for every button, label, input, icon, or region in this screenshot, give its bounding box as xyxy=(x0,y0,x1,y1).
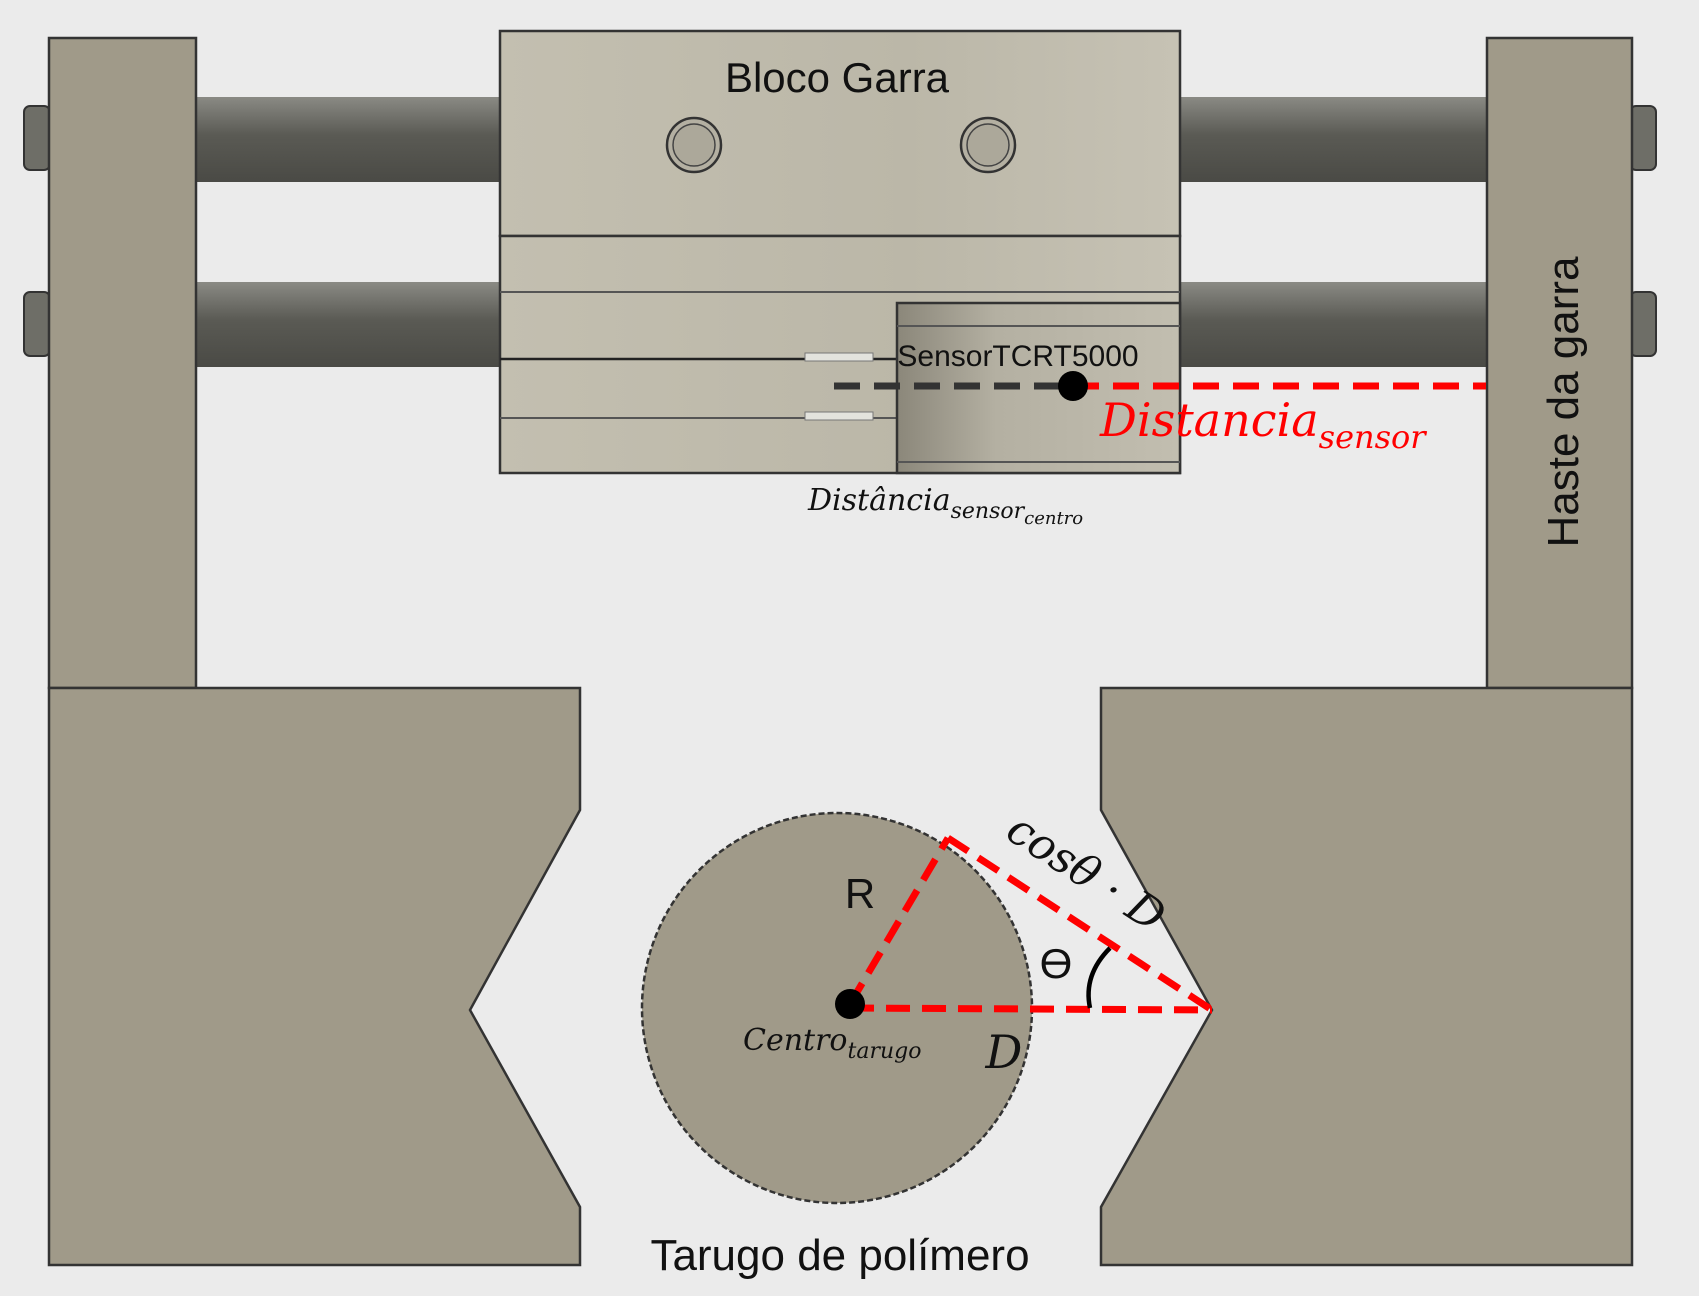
distancia-sensor-sub: sensor xyxy=(1319,418,1428,456)
theta-arc xyxy=(1086,946,1112,1009)
geometry-lines xyxy=(835,835,1214,1019)
block-upper xyxy=(498,29,1182,238)
right-jaw xyxy=(1099,686,1634,1267)
screw-hole-left-inner xyxy=(672,123,716,167)
left-column xyxy=(47,36,198,690)
slot-upper xyxy=(804,352,874,362)
rod-cap-top-right xyxy=(1629,105,1657,171)
rod-bottom-right xyxy=(1180,282,1488,367)
rod-bottom-left xyxy=(195,282,505,367)
centro-base: Centro xyxy=(743,1023,848,1058)
distancia-sensor-centro-label: Distânciasensorcentro xyxy=(807,483,1083,529)
d-dash xyxy=(849,1004,1213,1014)
rod-top-left xyxy=(195,97,505,182)
distancia-sensor-label: Distanciasensor xyxy=(1099,393,1427,456)
screw-hole-right-inner xyxy=(966,123,1010,167)
rod-top-right xyxy=(1180,97,1488,182)
distancia-centro-sub: sensor xyxy=(951,499,1026,524)
rod-cap-top-left xyxy=(23,105,51,171)
bloco-garra: Bloco Garra xyxy=(498,29,1182,475)
sensor-label: SensorTCRT5000 xyxy=(897,340,1138,373)
tarugo-label: Tarugo de polímero xyxy=(650,1231,1029,1280)
distancia-centro-base: Distância xyxy=(807,483,951,518)
rod-cap-bottom-right xyxy=(1629,291,1657,357)
radius-dash xyxy=(846,836,952,1006)
centro-point xyxy=(835,989,865,1019)
slot-lower xyxy=(804,411,874,421)
centro-tarugo-label: Centrotarugo xyxy=(743,1023,921,1064)
haste-label: Haste da garra xyxy=(1539,256,1588,548)
left-jaw xyxy=(47,686,582,1267)
distancia-sensor-base: Distancia xyxy=(1099,393,1319,447)
distancia-centro-subsub: centro xyxy=(1024,508,1083,529)
cos-theta-dash xyxy=(946,835,1214,1013)
rod-cap-bottom-left xyxy=(23,291,51,357)
theta-label: ϴ xyxy=(1040,940,1073,987)
right-column xyxy=(1485,36,1634,690)
sensor-point xyxy=(1058,371,1088,401)
d-label: D xyxy=(985,1025,1023,1079)
centro-sub: tarugo xyxy=(848,1039,922,1064)
bloco-garra-label: Bloco Garra xyxy=(725,54,950,101)
radius-label: R xyxy=(845,870,875,917)
